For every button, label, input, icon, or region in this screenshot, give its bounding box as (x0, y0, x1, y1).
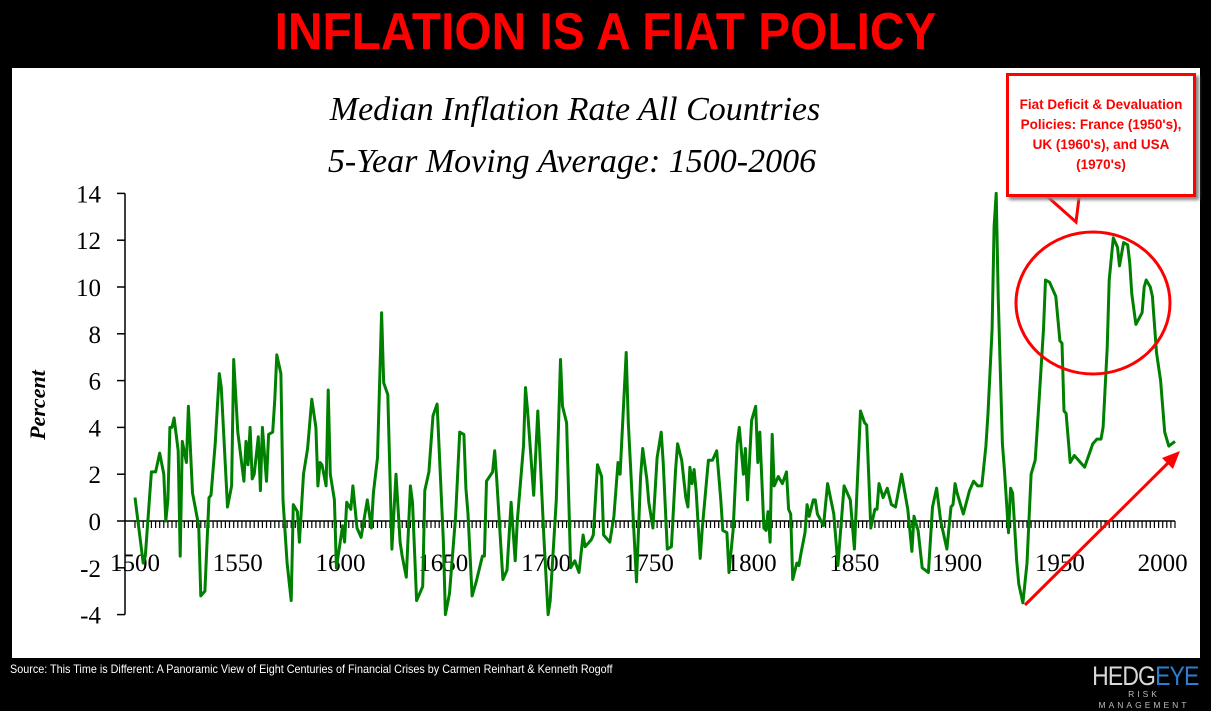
y-tick-label: 2 (89, 462, 102, 489)
logo-part1: HEDG (1092, 661, 1155, 691)
logo-tagline: RISK MANAGEMENT (1083, 689, 1205, 711)
x-tick-label: 1550 (213, 550, 263, 577)
x-tick-label: 1750 (624, 550, 674, 577)
y-tick-label: 6 (89, 369, 102, 396)
y-tick-label: 0 (89, 509, 102, 536)
highlight-ellipse (1016, 232, 1170, 374)
x-tick-label: 1800 (727, 550, 777, 577)
x-tick-label: 1900 (932, 550, 982, 577)
y-tick-label: 12 (76, 228, 101, 255)
x-tick-label: 1500 (110, 550, 160, 577)
chart-subtitle: 5-Year Moving Average: 1500-2006 (328, 143, 816, 180)
logo-part2: EYE (1155, 661, 1198, 691)
arrow-icon (1025, 451, 1180, 605)
y-tick-label: -2 (80, 556, 101, 583)
y-tick-label: 8 (89, 322, 102, 349)
y-tick-label: -4 (80, 603, 101, 630)
x-tick-label: 2000 (1138, 550, 1188, 577)
x-tick-label: 1600 (316, 550, 366, 577)
source-note: Source: This Time is Different: A Panora… (10, 662, 612, 676)
y-tick-label: 4 (89, 415, 102, 442)
x-minor-ticks (135, 521, 1175, 528)
chart-title: Median Inflation Rate All Countries (329, 91, 820, 128)
y-tick-label: 14 (76, 181, 102, 208)
callout-box: Fiat Deficit & Devaluation Policies: Fra… (1006, 73, 1196, 197)
y-axis-label: Percent (25, 369, 50, 441)
y-tick-label: 10 (76, 275, 101, 302)
